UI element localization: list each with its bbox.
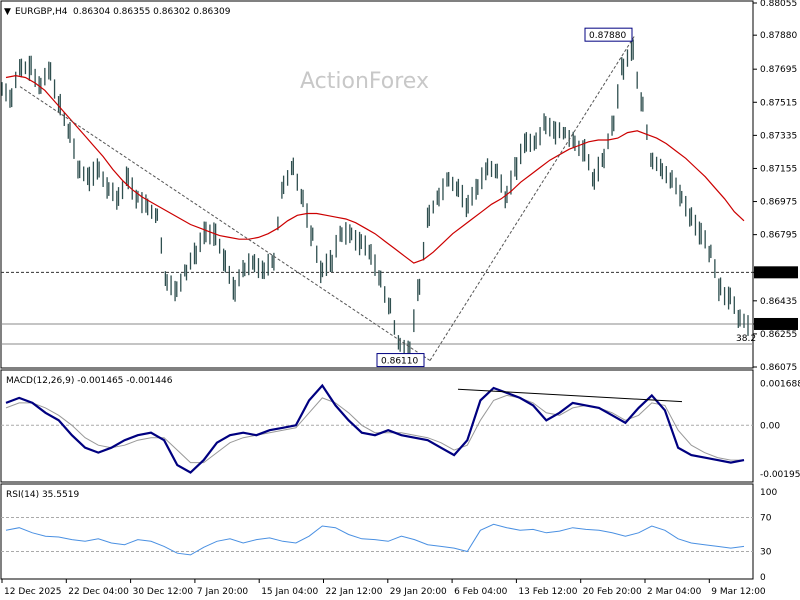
macd-series: [1, 383, 753, 474]
current-price-box: [754, 317, 798, 330]
fib-label: 38.2: [736, 334, 756, 344]
time-tick-label: 15 Jan 04:00: [261, 587, 318, 597]
time-tick-label: 2 Mar 04:00: [647, 587, 702, 597]
level-box: [754, 266, 798, 279]
time-tick-label: 9 Mar 12:00: [711, 587, 766, 597]
ohlc-label: 0.86304 0.86355 0.86302 0.86309: [73, 7, 231, 17]
time-tick-label: 13 Feb 12:00: [518, 587, 577, 597]
price-tick-label: 0.86255: [760, 330, 797, 340]
time-tick-label: 22 Dec 04:00: [68, 587, 129, 597]
price-tick-label: 0.88055: [760, 0, 797, 9]
symbol-label: EURGBP,H4: [15, 7, 68, 17]
time-tick-label: 22 Jan 12:00: [326, 587, 383, 597]
rsi-panel: [0, 483, 754, 580]
price-annotation-box: [376, 353, 425, 368]
macd-line: [5, 394, 744, 464]
rsi-series: [1, 517, 753, 556]
price-annotation-label: 0.86110: [381, 357, 418, 367]
swing-line: [429, 34, 636, 361]
swing-line: [19, 86, 431, 361]
macd-panel: [0, 369, 754, 483]
price-tick-label: 0.86795: [760, 231, 797, 241]
price-tick-label: 0.87695: [760, 65, 797, 75]
macd-line: [5, 383, 745, 474]
price-tick-label: 0.86435: [760, 297, 797, 307]
price-tick-label: 0.86975: [760, 198, 797, 208]
level-label: 0.86590: [760, 268, 797, 278]
price-tick-label: 0.86075: [760, 363, 797, 373]
price-levels: 0.86590 38.2: [1, 266, 798, 345]
time-tick-label: 12 Dec 2025: [4, 587, 62, 597]
price-tick-label: 0.87880: [760, 31, 797, 41]
time-tick-label: 20 Feb 20:00: [583, 587, 642, 597]
price-annotation-label: 0.87880: [589, 31, 626, 41]
rsi-line: [5, 523, 745, 556]
time-tick-label: 6 Feb 04:00: [454, 587, 508, 597]
rsi-title: RSI(14) 35.5519: [6, 490, 79, 500]
rsi-tick-label: 70: [760, 514, 772, 524]
time-tick-label: 30 Dec 12:00: [133, 587, 194, 597]
price-panel: [0, 0, 754, 369]
macd-tick-label: 0.001688: [760, 379, 800, 389]
ma-path: [5, 74, 745, 264]
rsi-axis: 100 70 30 0: [760, 488, 777, 583]
price-tick-label: 0.87515: [760, 98, 797, 108]
price-tick-label: 0.86309: [760, 320, 797, 330]
price-tick-label: 0.87335: [760, 131, 797, 141]
price-annotation-box: [584, 27, 633, 42]
rsi-tick-label: 30: [760, 548, 772, 558]
moving-average: [5, 74, 745, 264]
price-axis: 0.88055 0.87880 0.87695 0.87515 0.87335 0.871…: [753, 0, 798, 373]
candles: [1, 38, 749, 367]
price-tick-label: 0.86590: [760, 268, 797, 278]
dropdown-icon[interactable]: ▼: [4, 7, 11, 17]
time-axis: 12 Dec 2025 22 Dec 04:00 30 Dec 12:00 7 Jan…: [1, 579, 766, 597]
rsi-tick-label: 0: [760, 573, 766, 583]
time-tick-label: 29 Jan 20:00: [390, 587, 447, 597]
macd-axis: 0.001688 0.00 -0.001953: [760, 379, 800, 480]
watermark: ActionForex: [300, 69, 429, 94]
macd-tick-label: 0.00: [760, 421, 780, 431]
time-tick-label: 7 Jan 20:00: [197, 587, 249, 597]
annotations: 0.87880 0.86110: [19, 27, 636, 368]
macd-title: MACD(12,26,9) -0.001465 -0.001446: [6, 376, 173, 386]
macd-divergence-line: [457, 388, 683, 403]
rsi-tick-label: 100: [760, 488, 777, 498]
macd-tick-label: -0.001953: [760, 470, 800, 480]
price-tick-label: 0.87155: [760, 164, 797, 174]
